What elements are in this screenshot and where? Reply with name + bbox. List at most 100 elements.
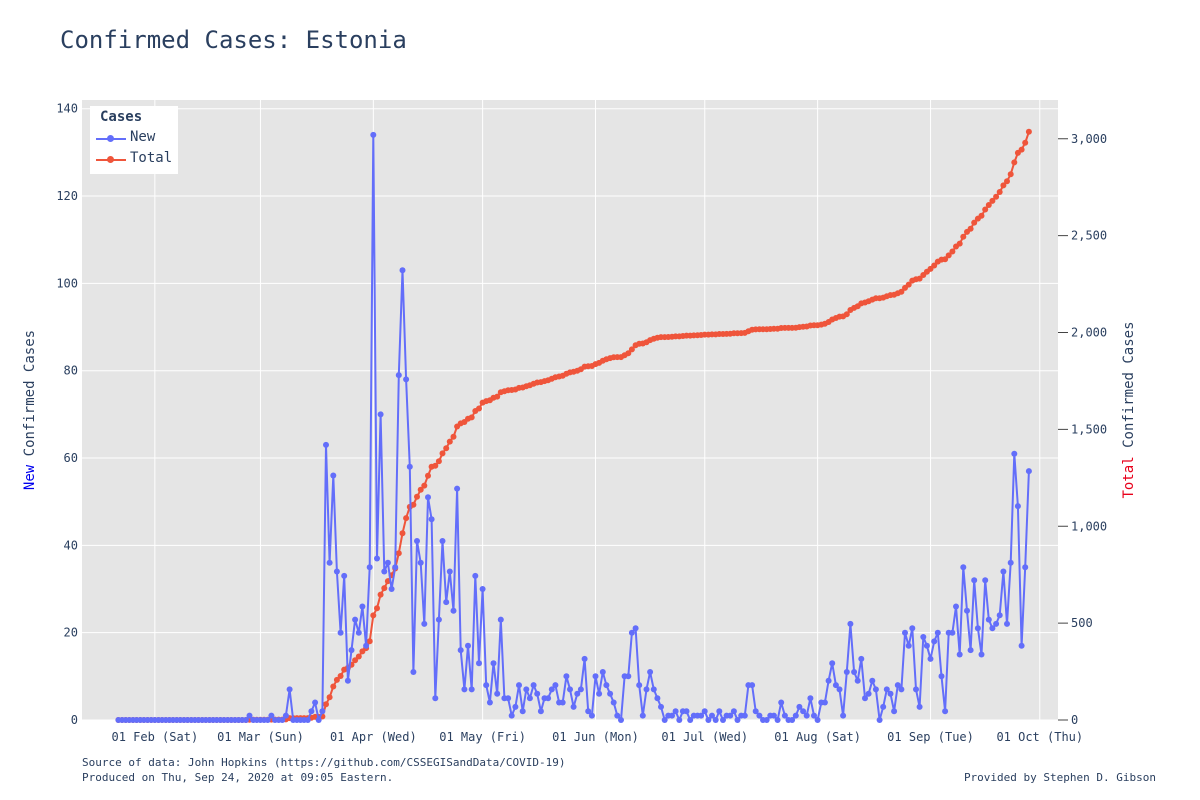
y-right-tick-label: 2,500 (1071, 229, 1107, 243)
new-point (363, 642, 370, 649)
new-point (883, 686, 890, 693)
total-point (905, 281, 912, 288)
total-point (439, 450, 446, 457)
new-point (905, 642, 912, 649)
new-point (574, 690, 581, 697)
new-point (552, 682, 559, 689)
new-point (596, 690, 603, 697)
new-point (563, 673, 570, 680)
new-point (854, 677, 861, 684)
new-point (938, 673, 945, 680)
total-point (333, 676, 340, 683)
x-tick-label: 01 Sep (Tue) (887, 730, 974, 744)
new-point (395, 372, 402, 379)
total-point (435, 458, 442, 465)
total-point (443, 445, 450, 452)
new-point (242, 717, 249, 723)
new-point (829, 660, 836, 667)
new-point (581, 655, 588, 662)
new-point (1022, 564, 1029, 571)
new-point (603, 682, 610, 689)
x-tick-label: 01 Jun (Mon) (552, 730, 639, 744)
total-point (326, 694, 333, 701)
x-gridlines (154, 100, 1041, 720)
new-point (374, 555, 380, 562)
legend-item-new[interactable]: New (96, 129, 176, 149)
new-point (403, 376, 410, 383)
legend-label-new: New (130, 129, 156, 145)
new-point (319, 708, 326, 715)
new-point (414, 538, 420, 544)
new-point (490, 660, 497, 667)
new-point (454, 485, 461, 492)
new-point (964, 607, 970, 614)
new-point (1000, 568, 1007, 575)
new-point (530, 682, 537, 689)
new-point (512, 703, 519, 710)
left-axis-ticks: 0 20 40 60 80 100 120 140 (56, 102, 78, 727)
new-point (381, 568, 388, 575)
total-point (366, 638, 373, 645)
new-point (337, 629, 344, 636)
new-point (716, 708, 723, 715)
new-point (545, 695, 552, 702)
new-point (869, 677, 876, 684)
y-right-tick-label: 1,000 (1071, 519, 1107, 533)
provided-by-note: Provided by Stephen D. Gibson (963, 771, 1156, 784)
new-point (443, 599, 450, 606)
new-point (476, 660, 482, 667)
legend-marker-total (107, 156, 114, 163)
legend-item-total[interactable]: Total (96, 150, 176, 170)
new-point (428, 516, 435, 523)
new-point (967, 647, 974, 654)
legend-marker-new (107, 135, 114, 142)
new-point (607, 690, 614, 697)
new-point (505, 695, 512, 702)
total-point (989, 197, 996, 204)
new-point (312, 699, 319, 706)
new-point (781, 712, 788, 719)
y-right-tick-label: 0 (1071, 713, 1078, 727)
total-point (898, 288, 905, 295)
total-point (1000, 182, 1007, 189)
new-point (683, 708, 690, 715)
y-left-tick-label: 120 (56, 189, 78, 203)
total-point (982, 206, 989, 213)
new-point (399, 267, 406, 274)
new-point (811, 712, 817, 719)
new-point (778, 699, 785, 706)
new-point (468, 686, 475, 693)
new-point (1007, 559, 1014, 566)
total-point (967, 225, 974, 232)
total-point (1022, 139, 1029, 146)
new-point (720, 717, 726, 723)
legend: Cases New Total (90, 106, 178, 174)
y-gridlines (82, 108, 1058, 721)
new-point (410, 669, 417, 675)
new-point (840, 712, 847, 719)
total-point (1025, 128, 1032, 135)
new-point (625, 673, 632, 680)
total-point (374, 605, 380, 612)
right-axis-ticks: 0 500 1,000 1,500 2,000 2,500 3,000 (1058, 132, 1107, 727)
new-point (516, 682, 522, 689)
total-point (985, 202, 992, 208)
new-point (388, 586, 395, 592)
new-point (330, 472, 337, 479)
new-point (730, 708, 737, 715)
new-point (308, 708, 315, 715)
new-point (457, 647, 464, 654)
new-point (712, 717, 719, 723)
y-left-tick-label: 20 (64, 626, 78, 640)
new-point (862, 695, 868, 702)
new-point (483, 682, 490, 689)
new-point (902, 629, 908, 636)
new-point (865, 690, 872, 697)
new-point (425, 494, 431, 501)
new-point (333, 568, 340, 575)
total-point (337, 673, 344, 679)
total-point (414, 493, 420, 500)
new-point (993, 620, 1000, 627)
new-point (1014, 503, 1021, 510)
new-point (705, 717, 712, 723)
